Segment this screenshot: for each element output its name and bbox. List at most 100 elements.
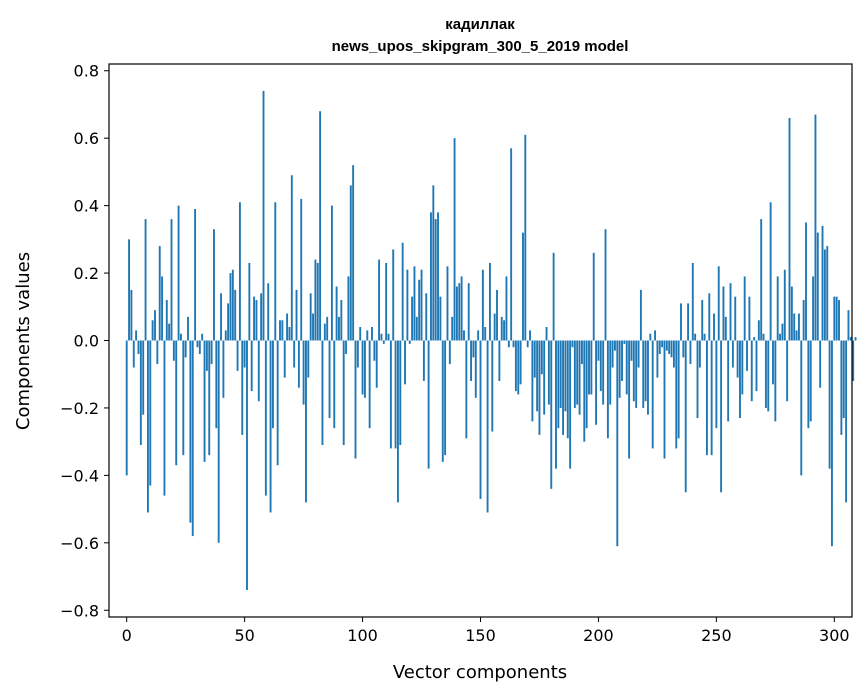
bar (316, 262, 319, 341)
bar (614, 340, 616, 351)
bar (151, 320, 154, 341)
x-tick-label: 0 (122, 626, 132, 645)
bar (632, 340, 635, 402)
bar (300, 198, 303, 341)
bar (290, 175, 293, 341)
bar (533, 340, 536, 378)
bar (163, 340, 166, 496)
bar (323, 323, 326, 341)
bar (434, 219, 437, 341)
bar (430, 212, 432, 341)
bar (505, 276, 508, 341)
bar (592, 252, 595, 341)
bar (623, 340, 626, 344)
bar (847, 310, 850, 341)
bar (809, 340, 812, 422)
bar (736, 340, 739, 378)
bar (543, 340, 546, 415)
bar (727, 340, 730, 422)
bar (625, 340, 628, 395)
bar (366, 330, 369, 341)
chart-subtitle: news_upos_skipgram_300_5_2019 model (332, 38, 629, 55)
bar (446, 266, 449, 341)
bar (831, 340, 833, 547)
bar (555, 340, 557, 469)
bar (352, 165, 355, 341)
bar (524, 134, 527, 341)
bar (347, 276, 350, 341)
bar (550, 340, 553, 489)
bar (604, 229, 607, 341)
bar (413, 266, 416, 341)
bar (536, 340, 539, 412)
bar (269, 340, 272, 513)
bar (201, 333, 204, 341)
bar (463, 330, 465, 341)
bar (203, 340, 206, 462)
bar (559, 340, 562, 408)
bar (338, 316, 340, 341)
bar (139, 340, 142, 446)
bar (517, 340, 520, 395)
chart-title: кадиллак (445, 16, 515, 33)
bar (125, 340, 128, 476)
bar (467, 283, 470, 341)
bar (512, 340, 515, 348)
bar (149, 340, 152, 486)
bar (635, 340, 638, 408)
bar (286, 313, 289, 341)
y-tick-label: 0.4 (74, 197, 99, 216)
bar (588, 340, 590, 395)
bar (321, 340, 324, 446)
bar (540, 340, 543, 375)
bar (408, 340, 411, 344)
bar (161, 276, 164, 341)
bar (621, 340, 623, 381)
bar (246, 340, 248, 591)
bar (599, 340, 602, 392)
bar (606, 340, 609, 439)
bar (180, 333, 182, 341)
bar (156, 340, 159, 365)
bar (215, 340, 218, 429)
bar (314, 259, 317, 341)
bar (724, 316, 727, 341)
bar (262, 90, 265, 341)
bar (222, 340, 225, 398)
x-tick-label: 300 (819, 626, 850, 645)
bar (389, 340, 392, 449)
bar (309, 293, 312, 341)
bar (828, 340, 831, 469)
bar (196, 340, 199, 348)
bar (816, 232, 819, 341)
bar (583, 340, 586, 442)
bar (399, 340, 402, 446)
bar (213, 229, 215, 341)
bar (710, 340, 713, 456)
bar (130, 289, 133, 341)
bar (401, 242, 404, 341)
bar (170, 219, 173, 341)
bar (498, 340, 501, 381)
bar (191, 340, 194, 537)
bar (590, 340, 593, 395)
bar (802, 300, 805, 341)
bar (779, 333, 782, 341)
bar (642, 340, 645, 408)
y-tick-label: 0.0 (74, 332, 99, 351)
bar (189, 340, 192, 523)
bar (823, 249, 826, 341)
bar (585, 340, 588, 429)
bar (705, 340, 708, 456)
bar (328, 340, 331, 419)
x-tick-label: 50 (234, 626, 254, 645)
bar (363, 340, 366, 398)
bar (227, 303, 230, 341)
bar (253, 296, 256, 341)
bar (769, 202, 772, 341)
bar (375, 340, 378, 388)
bar (335, 286, 338, 341)
bar (793, 313, 796, 341)
bar (281, 320, 284, 341)
bar (651, 340, 654, 449)
